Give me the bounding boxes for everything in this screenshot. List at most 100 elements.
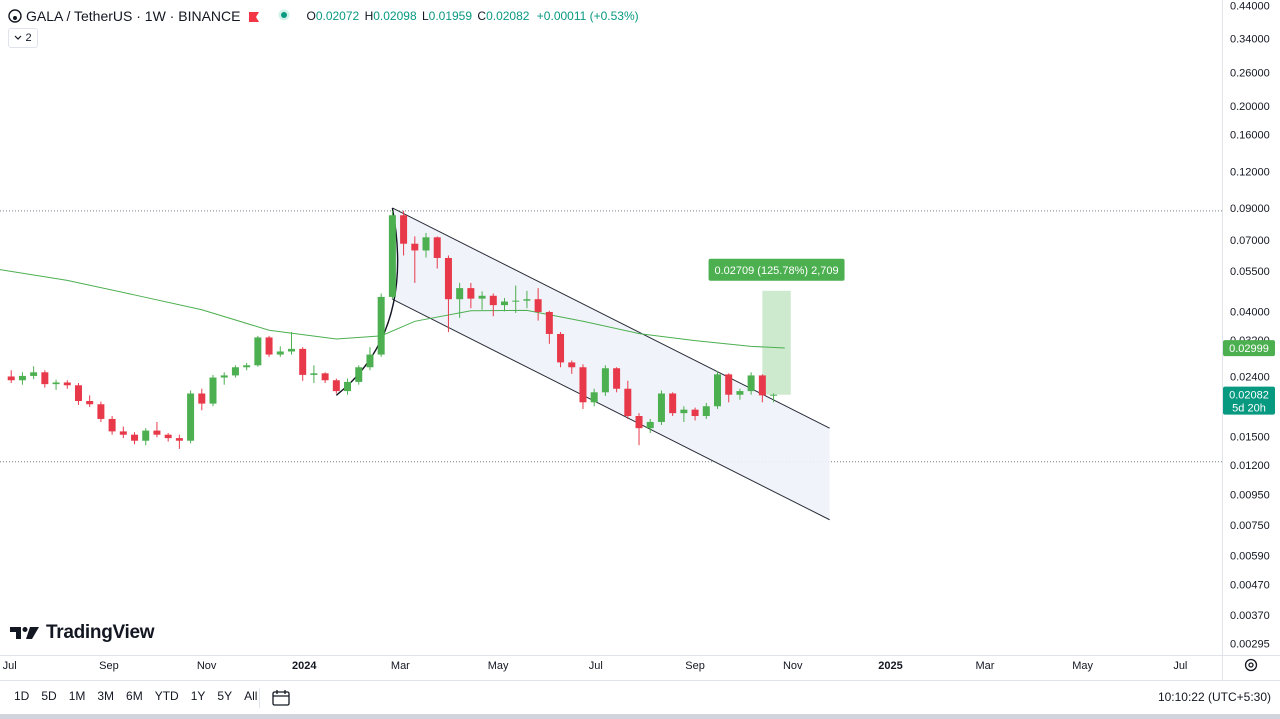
candle: [209, 374, 217, 407]
candle-body: [601, 368, 609, 393]
time-tick-label: 2024: [292, 660, 317, 672]
range-1m-button[interactable]: 1M: [68, 689, 86, 703]
candle-body: [624, 388, 632, 417]
candle: [557, 332, 565, 368]
tradingview-logo[interactable]: TradingView: [10, 622, 155, 644]
candle-body: [220, 375, 228, 378]
candle-body: [243, 365, 251, 368]
candle: [523, 290, 531, 309]
settings-icon[interactable]: [1243, 657, 1259, 673]
open-value: 0.02072: [315, 9, 360, 23]
candle: [332, 378, 340, 394]
candle-body: [478, 295, 486, 299]
candle: [579, 364, 587, 409]
candle: [624, 380, 632, 419]
candle: [74, 383, 82, 405]
candle: [97, 401, 105, 422]
price-label: 0.02082: [1229, 390, 1269, 402]
gala-logo-icon: [8, 9, 22, 23]
time-tick-label: May: [488, 660, 509, 672]
candle-body: [108, 418, 116, 432]
candle-body: [433, 237, 441, 258]
time-tick-label: Nov: [197, 660, 217, 672]
candle-body: [164, 434, 172, 439]
indicator-count: 2: [25, 32, 32, 44]
candle-body: [198, 393, 206, 404]
channel-lower-line: [392, 298, 830, 521]
candle-body: [7, 376, 15, 381]
price-tick-label: 0.07000: [1230, 235, 1270, 247]
candle: [164, 433, 172, 442]
range-all-button[interactable]: All: [244, 689, 258, 703]
candle-body: [119, 431, 127, 435]
candle-body: [590, 392, 598, 403]
price-label-box: [1223, 386, 1275, 415]
low-value: 0.01959: [428, 9, 473, 23]
price-label-box: [1223, 340, 1275, 357]
measure-label: 0.02709 (125.78%) 2,709: [714, 265, 838, 277]
candle-body: [254, 337, 262, 366]
candle-body: [52, 382, 60, 385]
candle-body: [153, 430, 161, 435]
range-ytd-button[interactable]: YTD: [154, 689, 179, 703]
price-tick-label: 0.44000: [1230, 1, 1270, 13]
candle-body: [366, 354, 374, 368]
price-tick-label: 0.00950: [1230, 490, 1270, 502]
clock-display[interactable]: 10:10:22 (UTC+5:30): [1157, 690, 1271, 704]
candle: [635, 413, 643, 446]
price-label: 0.02999: [1229, 343, 1269, 355]
price-tick-label: 0.05500: [1230, 266, 1270, 278]
candle: [7, 370, 15, 384]
candle-body: [758, 375, 766, 396]
candle: [198, 388, 206, 411]
candle: [411, 236, 419, 283]
range-3m-button[interactable]: 3M: [97, 689, 115, 703]
candle: [243, 362, 251, 371]
close-label: C: [477, 9, 487, 23]
high-label: H: [364, 9, 374, 23]
candle: [299, 347, 307, 381]
candle: [377, 293, 385, 357]
candle: [702, 402, 710, 419]
candle-body: [310, 373, 318, 375]
candle: [725, 373, 733, 403]
candle: [770, 393, 778, 403]
candle: [287, 332, 295, 355]
candle: [691, 407, 699, 421]
range-1d-button[interactable]: 1D: [14, 689, 30, 703]
indicator-toggle-button[interactable]: 2: [8, 28, 38, 48]
candle-body: [321, 373, 329, 381]
time-tick-label: Sep: [99, 660, 119, 672]
candle: [30, 366, 38, 380]
candle-body: [74, 385, 82, 402]
ohlc-values: O0.02072 H0.02098 L0.01959 C0.02082 +0.0…: [306, 9, 638, 23]
symbol-title[interactable]: GALA / TetherUS · 1W · BINANCE: [26, 8, 241, 24]
range-5y-button[interactable]: 5Y: [217, 689, 233, 703]
candle-body: [131, 434, 139, 441]
candle-body: [231, 367, 239, 376]
flag-icon[interactable]: [248, 10, 260, 22]
candle: [153, 421, 161, 438]
chart-canvas[interactable]: 0.02709 (125.78%) 2,709 0.44000 0.34000 0.2…: [0, 0, 1280, 680]
candle-body: [355, 367, 363, 382]
candle: [310, 365, 318, 384]
candle: [714, 371, 722, 409]
time-tick-label: Jul: [1173, 660, 1187, 672]
candle-body: [725, 374, 733, 395]
high-value: 0.02098: [373, 9, 417, 23]
tradingview-logo-text: TradingView: [46, 622, 155, 643]
candle: [601, 365, 609, 396]
candle: [646, 418, 654, 434]
candle-body: [265, 337, 273, 355]
time-tick-label: Jul: [3, 660, 17, 672]
candle: [590, 388, 598, 407]
range-5d-button[interactable]: 5D: [41, 689, 57, 703]
candle-body: [276, 351, 284, 355]
price-tick-label: 0.00590: [1230, 550, 1270, 562]
candle-body: [646, 421, 654, 429]
range-6m-button[interactable]: 6M: [126, 689, 143, 703]
price-tick-label: 0.20000: [1230, 101, 1270, 113]
range-1y-button[interactable]: 1Y: [190, 689, 206, 703]
calendar-icon[interactable]: [270, 687, 292, 709]
chevron-down-icon: [14, 32, 22, 44]
